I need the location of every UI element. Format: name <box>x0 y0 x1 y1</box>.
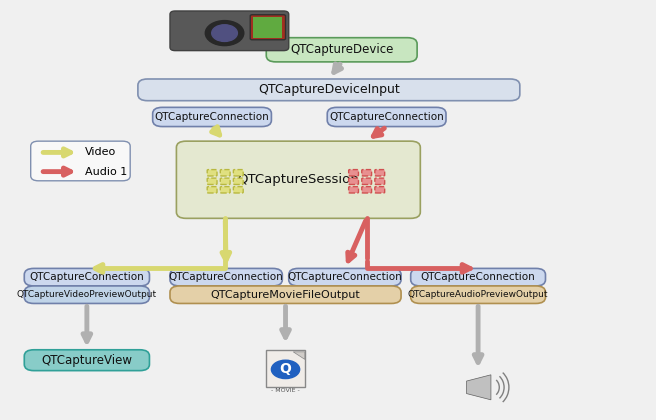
FancyBboxPatch shape <box>327 108 446 126</box>
FancyBboxPatch shape <box>411 286 546 304</box>
FancyBboxPatch shape <box>266 350 305 387</box>
FancyBboxPatch shape <box>220 186 230 193</box>
FancyBboxPatch shape <box>361 186 371 193</box>
FancyBboxPatch shape <box>411 268 546 286</box>
Text: QTCaptureConnection: QTCaptureConnection <box>155 112 270 122</box>
FancyBboxPatch shape <box>207 170 217 176</box>
FancyBboxPatch shape <box>207 178 217 184</box>
Polygon shape <box>466 375 491 400</box>
Circle shape <box>272 360 300 378</box>
FancyBboxPatch shape <box>138 79 520 101</box>
Text: Video: Video <box>85 147 117 158</box>
FancyBboxPatch shape <box>234 170 243 176</box>
Text: QTCaptureConnection: QTCaptureConnection <box>329 112 444 122</box>
FancyBboxPatch shape <box>153 108 272 126</box>
FancyBboxPatch shape <box>266 38 417 62</box>
FancyBboxPatch shape <box>375 186 384 193</box>
Polygon shape <box>293 352 305 360</box>
Text: - MOVIE -: - MOVIE - <box>271 388 300 393</box>
FancyBboxPatch shape <box>348 186 358 193</box>
FancyBboxPatch shape <box>361 170 371 176</box>
FancyBboxPatch shape <box>207 186 217 193</box>
FancyBboxPatch shape <box>361 178 371 184</box>
Text: QTCaptureSession: QTCaptureSession <box>237 173 359 186</box>
Text: QTCaptureView: QTCaptureView <box>41 354 133 367</box>
FancyBboxPatch shape <box>24 286 150 304</box>
FancyBboxPatch shape <box>220 178 230 184</box>
Text: Q: Q <box>279 362 291 376</box>
FancyBboxPatch shape <box>24 268 150 286</box>
Circle shape <box>212 25 237 42</box>
Text: QTCaptureAudioPreviewOutput: QTCaptureAudioPreviewOutput <box>408 290 548 299</box>
FancyBboxPatch shape <box>348 170 358 176</box>
Text: QTCaptureVideoPreviewOutput: QTCaptureVideoPreviewOutput <box>17 290 157 299</box>
FancyBboxPatch shape <box>234 186 243 193</box>
FancyBboxPatch shape <box>375 170 384 176</box>
Text: QTCaptureDevice: QTCaptureDevice <box>290 43 394 56</box>
Text: QTCaptureDeviceInput: QTCaptureDeviceInput <box>258 83 400 96</box>
FancyBboxPatch shape <box>176 141 420 218</box>
FancyBboxPatch shape <box>289 268 401 286</box>
Text: Audio 1: Audio 1 <box>85 167 127 177</box>
FancyBboxPatch shape <box>348 178 358 184</box>
FancyBboxPatch shape <box>253 17 282 38</box>
FancyBboxPatch shape <box>220 170 230 176</box>
Text: QTCaptureConnection: QTCaptureConnection <box>287 272 402 282</box>
Text: QTCaptureConnection: QTCaptureConnection <box>169 272 283 282</box>
FancyBboxPatch shape <box>170 286 401 304</box>
Circle shape <box>205 21 244 46</box>
Text: QTCaptureConnection: QTCaptureConnection <box>420 272 535 282</box>
Text: QTCaptureMovieFileOutput: QTCaptureMovieFileOutput <box>211 290 360 300</box>
FancyBboxPatch shape <box>170 268 282 286</box>
FancyBboxPatch shape <box>234 178 243 184</box>
FancyBboxPatch shape <box>250 15 285 40</box>
FancyBboxPatch shape <box>375 178 384 184</box>
Text: QTCaptureConnection: QTCaptureConnection <box>30 272 144 282</box>
FancyBboxPatch shape <box>31 141 130 181</box>
FancyBboxPatch shape <box>24 350 150 370</box>
FancyBboxPatch shape <box>170 11 289 51</box>
